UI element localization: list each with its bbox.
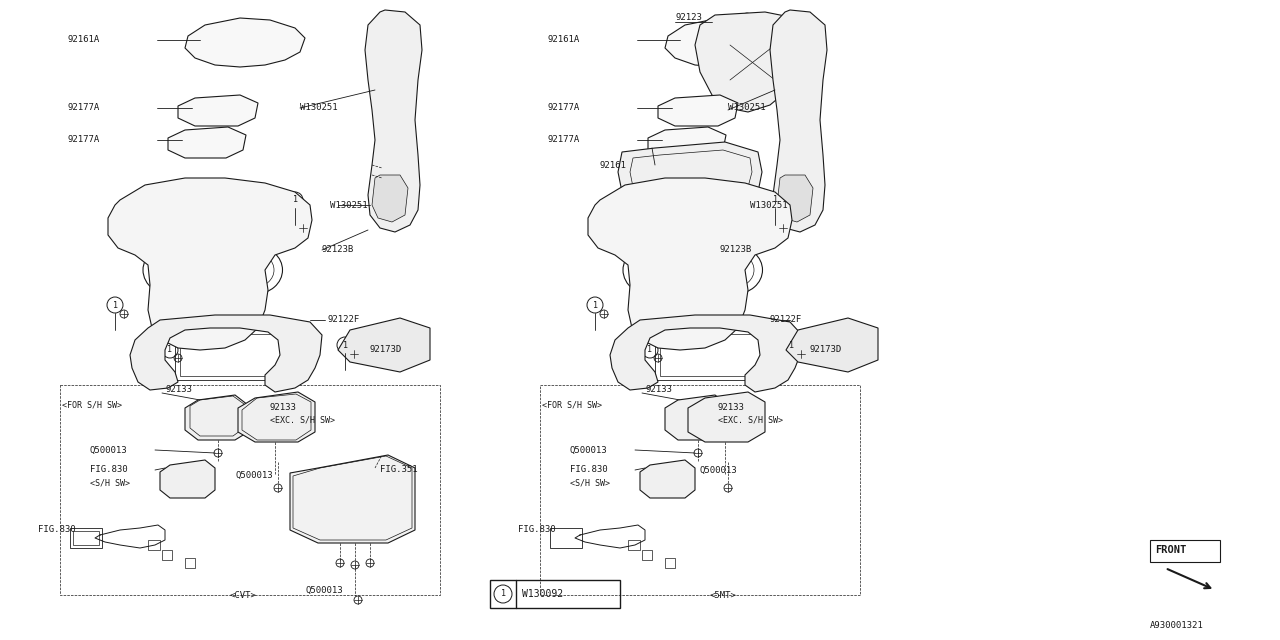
- Text: Q500013: Q500013: [236, 470, 273, 479]
- Text: W130092: W130092: [522, 589, 563, 599]
- Text: 1: 1: [790, 340, 795, 349]
- Text: 92133: 92133: [718, 403, 745, 413]
- Bar: [186, 558, 195, 568]
- Text: FIG.351: FIG.351: [380, 465, 417, 474]
- Text: 92161: 92161: [600, 161, 627, 170]
- Bar: [180, 334, 300, 376]
- Text: 1: 1: [593, 301, 598, 310]
- Text: W130251: W130251: [728, 104, 765, 113]
- Bar: [175, 330, 305, 380]
- Text: 92123B: 92123B: [719, 246, 753, 255]
- Text: W130251: W130251: [300, 104, 338, 113]
- Bar: [73, 531, 99, 545]
- Text: 92133: 92133: [270, 403, 297, 413]
- Bar: [550, 528, 582, 548]
- Polygon shape: [365, 10, 422, 232]
- Bar: [305, 480, 404, 530]
- Text: W130251: W130251: [330, 200, 367, 209]
- Polygon shape: [186, 395, 248, 440]
- Text: 1: 1: [648, 346, 653, 355]
- Bar: [60, 385, 440, 595]
- Polygon shape: [238, 392, 315, 442]
- Bar: [540, 385, 860, 595]
- Polygon shape: [777, 175, 813, 222]
- Polygon shape: [695, 12, 805, 112]
- Polygon shape: [666, 18, 785, 67]
- Text: FIG.830: FIG.830: [38, 525, 76, 534]
- Polygon shape: [291, 455, 415, 543]
- Text: Q500013: Q500013: [305, 586, 343, 595]
- Polygon shape: [168, 127, 246, 158]
- Text: 92173D: 92173D: [810, 346, 842, 355]
- Text: FIG.830: FIG.830: [518, 525, 556, 534]
- Text: 92123: 92123: [675, 13, 701, 22]
- Polygon shape: [108, 178, 312, 350]
- Text: 92173D: 92173D: [370, 346, 402, 355]
- Text: 1: 1: [293, 195, 297, 205]
- Bar: [70, 528, 102, 548]
- Polygon shape: [689, 392, 765, 442]
- Text: 92133: 92133: [165, 385, 192, 394]
- Polygon shape: [658, 95, 739, 126]
- Text: 1: 1: [168, 346, 173, 355]
- Text: 92161A: 92161A: [68, 35, 100, 45]
- Text: 92122F: 92122F: [328, 316, 360, 324]
- Polygon shape: [771, 10, 827, 232]
- Polygon shape: [611, 315, 803, 392]
- Text: 92123B: 92123B: [323, 246, 355, 255]
- Text: 1: 1: [343, 340, 347, 349]
- Bar: [310, 484, 399, 526]
- Text: <S/H SW>: <S/H SW>: [90, 479, 131, 488]
- Bar: [1149, 540, 1220, 562]
- Text: <S/H SW>: <S/H SW>: [570, 479, 611, 488]
- Text: 92122F: 92122F: [771, 316, 803, 324]
- Bar: [666, 558, 675, 568]
- Text: FIG.830: FIG.830: [570, 465, 608, 474]
- Text: <EXC. S/H SW>: <EXC. S/H SW>: [270, 415, 335, 424]
- Text: <5MT>: <5MT>: [710, 591, 737, 600]
- Text: <FOR S/H SW>: <FOR S/H SW>: [61, 401, 122, 410]
- Bar: [490, 580, 620, 608]
- Polygon shape: [588, 178, 792, 350]
- Text: 92177A: 92177A: [548, 136, 580, 145]
- Bar: [660, 334, 780, 376]
- Text: <EXC. S/H SW>: <EXC. S/H SW>: [718, 415, 783, 424]
- Text: Q500013: Q500013: [570, 445, 608, 454]
- Bar: [643, 550, 652, 560]
- Polygon shape: [160, 460, 215, 498]
- Polygon shape: [372, 175, 408, 222]
- Text: 92161A: 92161A: [548, 35, 580, 45]
- Text: W130251: W130251: [750, 200, 787, 209]
- Text: <CVT>: <CVT>: [230, 591, 257, 600]
- Text: Q500013: Q500013: [700, 465, 737, 474]
- Polygon shape: [666, 395, 728, 440]
- Bar: [163, 550, 172, 560]
- Polygon shape: [618, 142, 762, 200]
- Polygon shape: [186, 18, 305, 67]
- Polygon shape: [338, 318, 430, 372]
- Text: 92133: 92133: [645, 385, 672, 394]
- Text: <FOR S/H SW>: <FOR S/H SW>: [541, 401, 602, 410]
- Text: FIG.830: FIG.830: [90, 465, 128, 474]
- Polygon shape: [648, 127, 726, 158]
- Polygon shape: [131, 315, 323, 392]
- Polygon shape: [178, 95, 259, 126]
- Bar: [655, 330, 785, 380]
- Polygon shape: [640, 460, 695, 498]
- Text: 1: 1: [113, 301, 118, 310]
- Text: 92177A: 92177A: [68, 104, 100, 113]
- Polygon shape: [786, 318, 878, 372]
- Bar: [628, 540, 640, 550]
- Bar: [148, 540, 160, 550]
- Text: 1: 1: [500, 589, 506, 598]
- Text: 92177A: 92177A: [548, 104, 580, 113]
- Text: FRONT: FRONT: [1155, 545, 1187, 555]
- Text: Q500013: Q500013: [90, 445, 128, 454]
- Text: 1: 1: [773, 195, 777, 205]
- Text: A930001321: A930001321: [1149, 621, 1203, 630]
- Text: 92177A: 92177A: [68, 136, 100, 145]
